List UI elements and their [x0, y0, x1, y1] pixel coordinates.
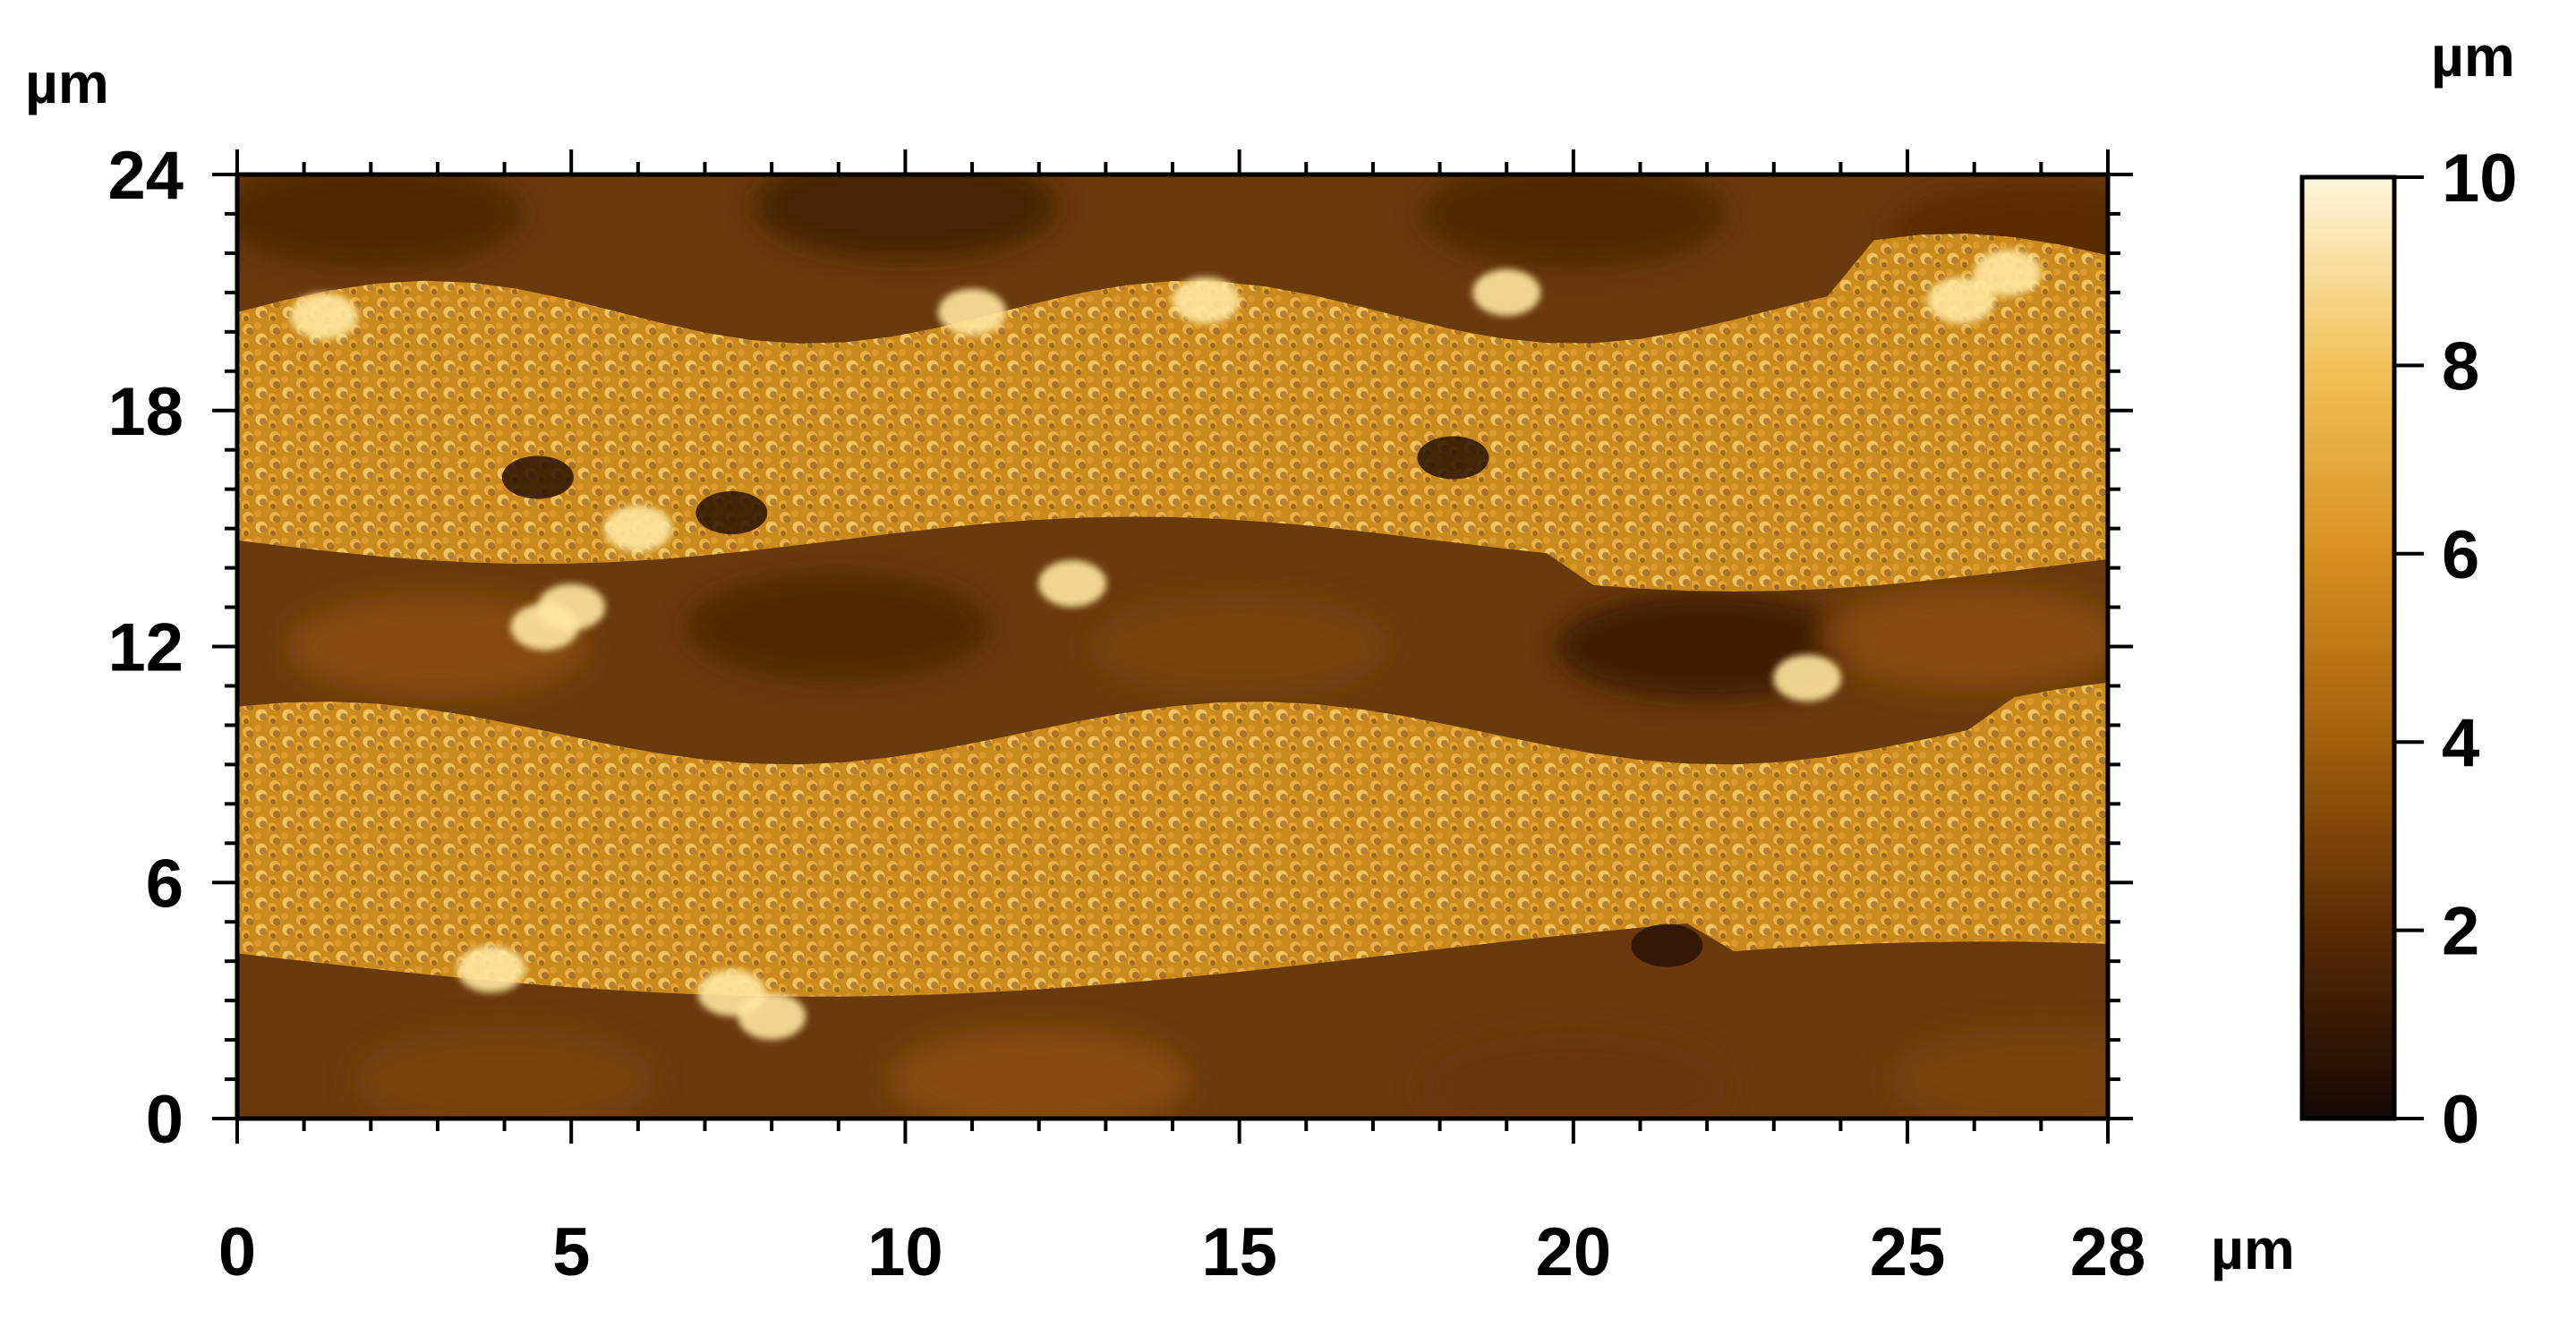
x-tick-label: 15: [1201, 1214, 1277, 1290]
particle-bands: [237, 234, 2108, 997]
y-tick-label: 6: [146, 846, 183, 922]
bright-highlight: [1172, 277, 1241, 324]
bright-highlight: [1926, 277, 1995, 324]
colorbar-tick-label: 6: [2442, 517, 2479, 593]
colorbar-ticks: [2394, 175, 2424, 1120]
shade-blob: [1821, 584, 2108, 693]
y-axis-unit: µm: [25, 51, 109, 115]
colorbar-frame: [2299, 174, 2397, 1121]
shade-blob: [686, 573, 991, 681]
shade-blob: [1087, 592, 1392, 701]
y-axis-tick-labels: 0 6 12 18 24: [107, 138, 183, 1158]
x-axis-ticks: [235, 149, 2110, 1144]
colorbar-tick-label: 0: [2442, 1082, 2479, 1158]
x-tick-label: 0: [218, 1214, 256, 1290]
colorbar-tick-label: 10: [2442, 140, 2518, 217]
bright-highlight: [456, 945, 525, 992]
x-tick-label: 10: [867, 1214, 943, 1290]
x-tick-label: 20: [1536, 1214, 1612, 1290]
y-tick-label: 12: [107, 610, 183, 686]
y-axis-ticks: [212, 173, 2133, 1120]
bright-highlight: [1038, 560, 1107, 608]
y-tick-label: 24: [107, 138, 183, 214]
x-axis-unit: µm: [2211, 1217, 2295, 1281]
bright-highlight: [1974, 249, 2043, 296]
particle-band-texture-2: [237, 682, 2108, 997]
colorbar-unit: µm: [2431, 24, 2515, 89]
dark-pit: [501, 455, 574, 499]
bright-highlight: [603, 505, 672, 552]
bright-highlight: [697, 969, 766, 1017]
dark-pit: [1631, 923, 1703, 967]
bright-highlight: [1773, 654, 1842, 702]
bright-highlight: [290, 293, 359, 340]
x-axis-tick-labels: 0 5 10 15 20 25 28: [218, 1214, 2145, 1290]
colorbar-tick-labels: 0 2 4 6 8 10: [2442, 140, 2518, 1158]
bright-highlights: [290, 249, 2043, 1040]
shade-blob: [237, 174, 524, 268]
bright-highlight: [510, 603, 579, 651]
x-tick-label: 25: [1870, 1214, 1946, 1290]
colorbar-gradient: [2302, 177, 2394, 1119]
afm-shading: [237, 174, 2108, 1119]
afm-topography-image: [237, 174, 2108, 1119]
shade-blob: [352, 1025, 657, 1119]
bright-highlight: [938, 288, 1007, 336]
colorbar-tick-label: 8: [2442, 328, 2479, 404]
shade-blob: [1889, 1025, 2108, 1119]
x-tick-label: 5: [552, 1214, 590, 1290]
y-tick-label: 0: [146, 1082, 183, 1158]
dark-pit: [695, 491, 768, 535]
y-tick-label: 18: [107, 374, 183, 450]
shade-blob: [1420, 174, 1726, 268]
bright-highlight: [1472, 268, 1541, 316]
dark-pit: [1417, 436, 1489, 480]
colorbar-tick-label: 4: [2442, 705, 2479, 781]
shade-blob: [1420, 1033, 1726, 1119]
x-tick-label: 28: [2070, 1214, 2146, 1290]
colorbar: 0 2 4 6 8 10 µm: [2299, 24, 2518, 1158]
shade-blob: [753, 174, 1058, 260]
shade-blob: [886, 1025, 1191, 1119]
colorbar-tick-label: 2: [2442, 894, 2479, 970]
